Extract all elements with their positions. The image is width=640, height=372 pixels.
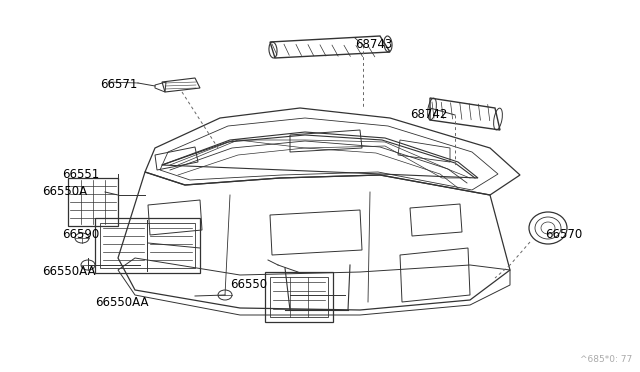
Text: 66590: 66590 xyxy=(62,228,99,241)
Text: 68742: 68742 xyxy=(410,108,447,121)
Text: 66550AA: 66550AA xyxy=(42,265,95,278)
Text: 66550AA: 66550AA xyxy=(95,296,148,309)
Text: 66550: 66550 xyxy=(230,278,267,291)
Text: 68743: 68743 xyxy=(355,38,392,51)
Text: 66550A: 66550A xyxy=(42,185,87,198)
Text: ^685*0: 77: ^685*0: 77 xyxy=(580,355,632,364)
Text: 66571: 66571 xyxy=(100,78,138,91)
Text: 66570: 66570 xyxy=(545,228,582,241)
Text: 66551: 66551 xyxy=(62,168,99,181)
